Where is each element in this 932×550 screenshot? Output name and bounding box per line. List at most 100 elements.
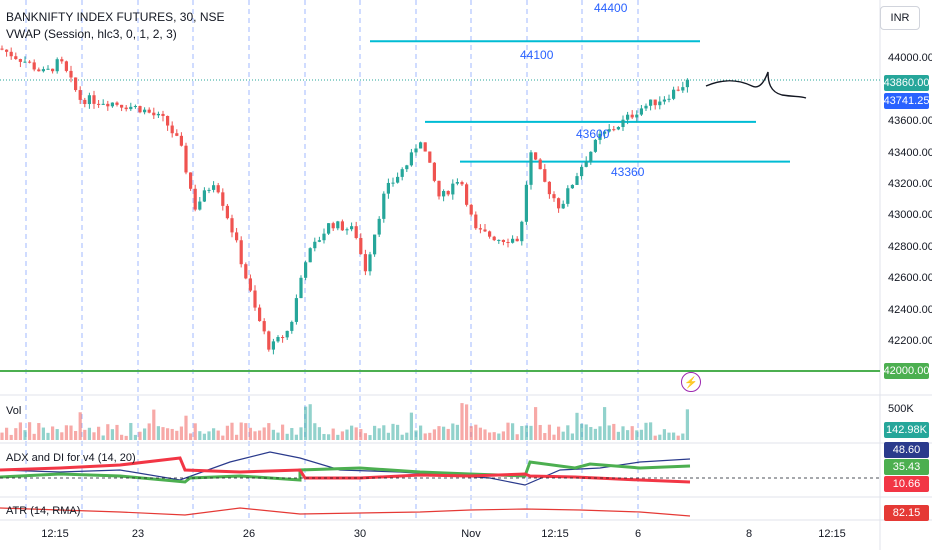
volume-bar: [658, 434, 662, 440]
volume-bar: [92, 432, 96, 440]
volume-bar: [83, 429, 87, 440]
volume-bar: [414, 430, 418, 440]
candle-body: [74, 77, 78, 91]
candle-body: [336, 221, 340, 229]
volume-bar: [248, 427, 252, 440]
volume-bar: [534, 407, 538, 440]
volume-bar: [138, 431, 142, 440]
candle-body: [465, 184, 469, 205]
candle-body: [658, 101, 662, 106]
volume-bar: [598, 426, 602, 440]
price-tick: 44000.00: [888, 52, 932, 64]
candle-body: [451, 183, 455, 195]
candle-body: [497, 239, 501, 241]
chart-title: BANKNIFTY INDEX FUTURES, 30, NSE: [6, 10, 225, 24]
volume-bar: [129, 422, 133, 440]
volume-axis-tick: 500K: [888, 403, 914, 415]
candle-body: [667, 98, 671, 100]
candle-body: [64, 61, 68, 71]
volume-bar: [359, 429, 363, 440]
candle-body: [552, 194, 556, 199]
volume-bar: [515, 434, 519, 440]
volume-bar: [304, 406, 308, 440]
candle-body: [32, 62, 36, 70]
candle-body: [511, 238, 515, 243]
volume-bar: [5, 427, 9, 440]
volume-bars: [0, 403, 689, 440]
volume-bar: [55, 429, 59, 440]
volume-bar: [524, 425, 528, 440]
volume-bar: [101, 435, 105, 440]
candle-body: [258, 307, 262, 322]
volume-bar: [0, 432, 4, 440]
candle-body: [515, 238, 519, 242]
volume-bar: [455, 424, 459, 440]
volume-bar: [649, 422, 653, 440]
candle-body: [662, 99, 666, 102]
candle-body: [469, 204, 473, 215]
currency-button[interactable]: INR: [880, 6, 920, 30]
atr-line: [0, 507, 691, 517]
price-tick: 42400.00: [888, 304, 932, 316]
volume-bar: [124, 435, 128, 440]
volume-bar: [18, 422, 22, 440]
volume-bar: [492, 432, 496, 440]
volume-bar: [202, 433, 206, 440]
volume-bar: [327, 434, 331, 440]
lightning-icon[interactable]: ⚡: [681, 372, 701, 392]
atr-pane-label: ATR (14, RMA): [6, 505, 81, 517]
volume-bar: [207, 431, 211, 440]
volume-bar: [147, 423, 151, 440]
candle-body: [313, 241, 317, 249]
candle-body: [9, 51, 13, 57]
candle-body: [639, 108, 643, 115]
candle-body: [534, 152, 538, 160]
volume-bar: [368, 435, 372, 440]
candle-body: [166, 115, 170, 126]
volume-bar: [244, 423, 248, 440]
candle-body: [538, 159, 542, 170]
candle-body: [202, 190, 206, 202]
candle-body: [446, 191, 450, 195]
candle-body: [28, 61, 32, 63]
candle-body: [253, 290, 257, 308]
candle-body: [327, 223, 331, 234]
volume-bar: [253, 431, 257, 440]
volume-bar: [465, 404, 469, 440]
candle-body: [244, 264, 248, 279]
candle-body: [377, 218, 381, 235]
volume-bar: [23, 430, 27, 440]
candle-body: [221, 192, 225, 206]
volume-bar: [506, 422, 510, 440]
candle-body: [225, 205, 229, 219]
volume-bar: [589, 427, 593, 440]
candle-body: [432, 162, 436, 181]
candle-body: [92, 95, 96, 104]
volume-bar: [281, 424, 285, 440]
candle-body: [299, 277, 303, 299]
candle-body: [267, 331, 271, 350]
volume-bar: [488, 432, 492, 440]
volume-bar: [386, 432, 390, 440]
volume-bar: [612, 423, 616, 440]
candle-body: [110, 102, 114, 107]
volume-bar: [676, 435, 680, 440]
volume-bar: [543, 433, 547, 440]
time-tick: 12:15: [541, 528, 569, 540]
volume-bar: [313, 423, 317, 440]
candle-body: [575, 176, 579, 185]
volume-badge: 142.98K: [884, 422, 929, 438]
candle-body: [124, 107, 128, 110]
volume-bar: [672, 432, 676, 440]
candle-body: [331, 223, 335, 229]
candle-body: [23, 61, 27, 63]
candle-body: [87, 95, 91, 105]
volume-bar: [437, 426, 441, 440]
volume-bar: [152, 409, 156, 440]
volume-bar: [593, 428, 597, 440]
volume-bar: [170, 428, 174, 440]
candle-body: [506, 241, 510, 243]
candle-body: [373, 234, 377, 255]
volume-bar: [377, 428, 381, 440]
